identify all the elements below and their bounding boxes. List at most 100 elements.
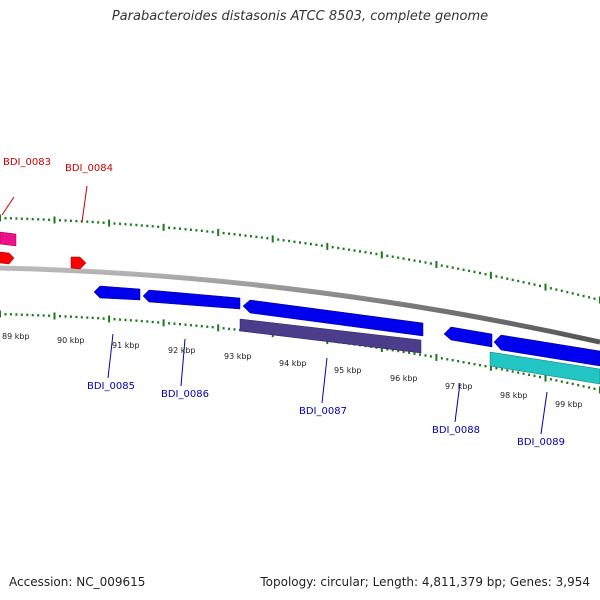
forward-ring-minor-tick: [511, 278, 514, 282]
forward-ring-minor-tick: [375, 252, 378, 256]
gene-label-bdi0087[interactable]: BDI_0087: [299, 406, 347, 417]
kbp-ring-minor-tick: [233, 328, 236, 331]
forward-ring-minor-tick: [560, 289, 563, 292]
forward-ring-minor-tick: [173, 227, 176, 230]
kbp-ring-minor-tick: [539, 375, 541, 379]
kbp-ring-minor-tick: [20, 313, 23, 316]
kbp-ring-major-tick: [489, 363, 492, 371]
forward-ring-minor-tick: [402, 257, 405, 260]
gene-label-bdi0084[interactable]: BDI_0084: [65, 163, 113, 174]
gene-label-bdi0086[interactable]: BDI_0086: [161, 389, 209, 400]
gene-label-bdi0083[interactable]: BDI_0083: [3, 157, 51, 168]
forward-ring-minor-tick: [233, 233, 236, 236]
forward-ring-minor-tick: [26, 217, 29, 221]
forward-ring-minor-tick: [397, 256, 400, 259]
forward-ring-minor-tick: [200, 229, 203, 232]
gene-bdi0084-feature[interactable]: [70, 256, 87, 270]
kbp-ring-minor-tick: [69, 315, 72, 318]
forward-ring-minor-tick: [320, 244, 323, 247]
kbp-ring-minor-tick: [189, 324, 192, 327]
forward-ring-minor-tick: [129, 223, 132, 226]
forward-ring-minor-tick: [239, 233, 241, 237]
gene-label-bdi0085[interactable]: BDI_0085: [87, 381, 135, 392]
gene-bdi0087-feature[interactable]: [242, 299, 424, 337]
forward-ring-minor-tick: [140, 224, 143, 227]
gene-bdi0086-feature[interactable]: [142, 289, 241, 310]
forward-ring-major-tick: [162, 223, 165, 231]
leader-line-bdi0083: [1, 196, 15, 216]
forward-ring-minor-tick: [4, 217, 7, 220]
forward-ring-minor-tick: [555, 288, 558, 291]
kbp-label-97: 97 kbp: [445, 382, 473, 391]
gene-bdi0083-feature[interactable]: [0, 231, 17, 247]
forward-ring-minor-tick: [211, 230, 214, 234]
forward-ring-major-tick: [380, 251, 383, 259]
kbp-ring-minor-tick: [195, 324, 198, 327]
forward-ring-minor-tick: [571, 292, 574, 295]
forward-ring-minor-tick: [64, 219, 67, 222]
gene-bdi0088-feature[interactable]: [443, 326, 493, 348]
forward-ring-minor-tick: [473, 270, 476, 274]
kbp-ring-minor-tick: [200, 325, 203, 328]
forward-ring-minor-tick: [495, 275, 498, 278]
forward-ring-minor-tick: [195, 229, 198, 232]
kbp-ring-major-tick: [108, 315, 111, 323]
kbp-ring-minor-tick: [157, 321, 160, 324]
forward-ring-minor-tick: [457, 267, 460, 270]
kbp-ring-minor-tick: [582, 385, 585, 388]
kbp-ring-minor-tick: [588, 386, 591, 389]
kbp-ring-minor-tick: [168, 322, 171, 325]
forward-ring-minor-tick: [37, 218, 40, 221]
red-gene-feature[interactable]: [0, 251, 15, 265]
forward-ring-minor-tick: [468, 269, 471, 273]
forward-ring-minor-tick: [462, 268, 465, 271]
gene-label-bdi0089[interactable]: BDI_0089: [517, 437, 565, 448]
forward-ring-minor-tick: [102, 221, 105, 224]
kbp-ring-minor-tick: [566, 381, 569, 384]
kbp-label-91: 91 kbp: [112, 341, 140, 350]
forward-ring-minor-tick: [179, 227, 181, 230]
forward-ring-minor-tick: [429, 262, 432, 265]
kbp-label-92: 92 kbp: [168, 346, 196, 355]
kbp-ring-minor-tick: [506, 369, 509, 372]
gene-label-bdi0088[interactable]: BDI_0088: [432, 425, 480, 436]
forward-ring-major-tick: [217, 229, 220, 236]
kbp-ring-minor-tick: [549, 378, 552, 381]
kbp-ring-minor-tick: [577, 383, 580, 387]
kbp-ring-minor-tick: [593, 387, 596, 390]
forward-ring-minor-tick: [549, 287, 552, 290]
leader-line-bdi0089: [540, 391, 548, 435]
kbp-ring-major-tick: [544, 374, 547, 382]
forward-ring-minor-tick: [249, 235, 252, 238]
kbp-ring-minor-tick: [206, 325, 209, 328]
leader-line-bdi0085: [107, 333, 114, 379]
forward-ring-minor-tick: [484, 273, 487, 276]
forward-ring-minor-tick: [391, 255, 394, 258]
kbp-label-98: 98 kbp: [500, 391, 528, 400]
kbp-ring-minor-tick: [419, 353, 421, 356]
gene-bdi0085-feature[interactable]: [93, 285, 141, 301]
gene-bdi0089-feature[interactable]: [493, 334, 600, 367]
forward-ring-minor-tick: [255, 235, 258, 239]
kbp-ring-minor-tick: [184, 323, 187, 326]
forward-ring-minor-tick: [69, 219, 72, 222]
forward-ring-minor-tick: [146, 224, 149, 228]
forward-ring-minor-tick: [260, 236, 263, 239]
forward-ring-minor-tick: [337, 246, 340, 250]
kbp-ring-minor-tick: [86, 316, 89, 319]
forward-ring-minor-tick: [86, 220, 89, 223]
kbp-ring-minor-tick: [26, 313, 29, 317]
kbp-ring-minor-tick: [413, 352, 416, 355]
forward-ring-minor-tick: [506, 277, 509, 280]
kbp-ring-minor-tick: [560, 380, 563, 383]
forward-ring-major-tick: [53, 216, 56, 224]
cyan-feature[interactable]: [489, 351, 600, 385]
kbp-label-93: 93 kbp: [224, 352, 252, 361]
forward-ring-minor-tick: [451, 266, 454, 269]
forward-ring-minor-tick: [588, 296, 591, 299]
purple-feature[interactable]: [239, 318, 422, 354]
forward-ring-minor-tick: [577, 293, 580, 296]
forward-ring-minor-tick: [277, 238, 280, 241]
kbp-ring-minor-tick: [42, 314, 45, 317]
